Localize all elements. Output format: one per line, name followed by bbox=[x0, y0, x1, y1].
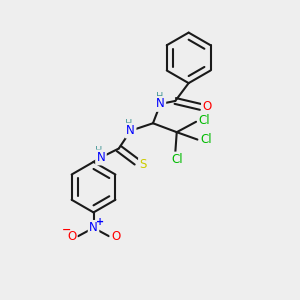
Text: N: N bbox=[126, 124, 135, 137]
Text: Cl: Cl bbox=[200, 133, 212, 146]
Text: Cl: Cl bbox=[171, 153, 183, 166]
Text: O: O bbox=[67, 230, 76, 243]
Text: −: − bbox=[62, 225, 71, 235]
Text: +: + bbox=[96, 217, 104, 227]
Text: O: O bbox=[202, 100, 212, 113]
Text: N: N bbox=[97, 151, 105, 164]
Text: H: H bbox=[95, 146, 102, 156]
Text: H: H bbox=[156, 92, 164, 102]
Text: Cl: Cl bbox=[199, 114, 210, 127]
Text: S: S bbox=[140, 158, 147, 171]
Text: N: N bbox=[156, 98, 165, 110]
Text: H: H bbox=[124, 119, 132, 129]
Text: N: N bbox=[89, 221, 98, 234]
Text: O: O bbox=[111, 230, 120, 243]
